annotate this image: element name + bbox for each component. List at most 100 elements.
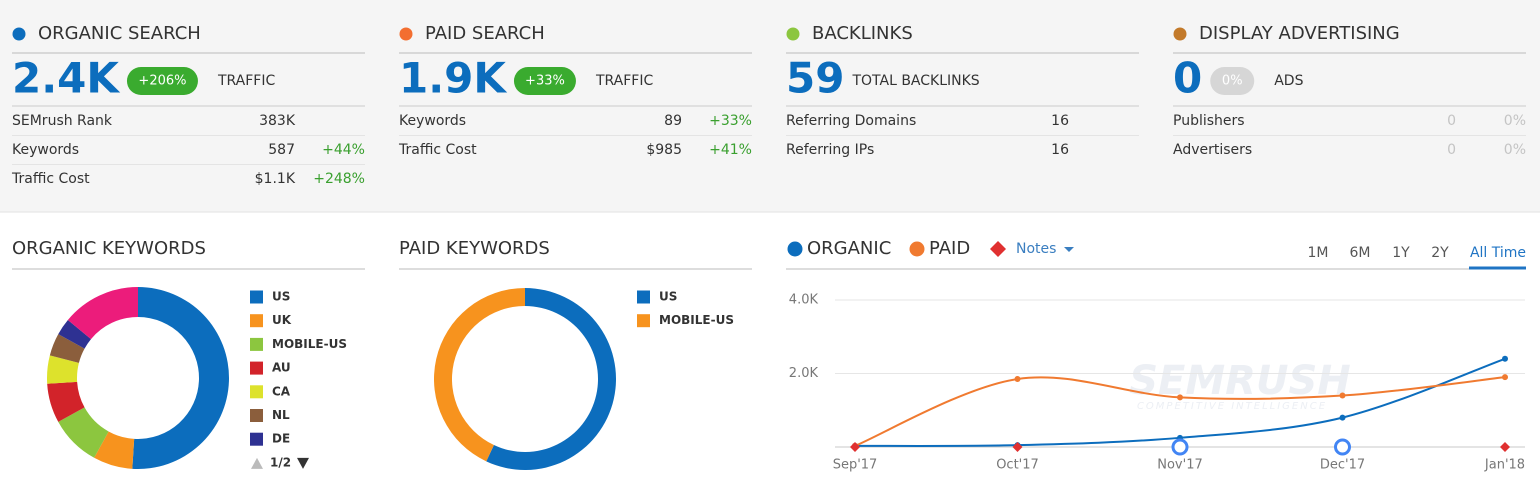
legend-swatch <box>250 409 263 422</box>
row-name: Publishers <box>1173 113 1245 129</box>
x-tick-label: Sep'17 <box>833 458 878 473</box>
panel-dot <box>399 27 413 41</box>
donut-slice <box>47 355 79 384</box>
pager-prev[interactable] <box>251 457 263 469</box>
legend-dot <box>909 241 925 257</box>
row-name: Referring IPs <box>786 142 874 158</box>
y-tick-label: 4.0K <box>789 293 819 308</box>
series-point <box>1502 374 1508 381</box>
notes-caret <box>1064 247 1074 252</box>
row-name: Traffic Cost <box>11 171 90 187</box>
legend-swatch <box>637 314 650 328</box>
row-value: 383K <box>259 113 296 129</box>
legend-swatch <box>250 314 263 328</box>
row-value: 0 <box>1447 142 1456 158</box>
row-value: 0 <box>1447 113 1456 129</box>
note-google[interactable] <box>1334 438 1351 456</box>
legend-label[interactable]: CA <box>272 384 291 398</box>
panel-value: 59 <box>786 54 844 103</box>
watermark-sub: COMPETITIVE INTELLIGENCE <box>1137 401 1327 412</box>
time-range[interactable]: 2Y <box>1431 245 1449 261</box>
pager-next[interactable] <box>297 457 309 469</box>
legend-label[interactable]: DE <box>272 432 290 446</box>
legend-swatch <box>637 290 650 304</box>
donut-slice <box>47 381 85 422</box>
legend-label[interactable]: MOBILE-US <box>272 337 347 351</box>
row-change: 0% <box>1504 113 1526 129</box>
panel-label: TOTAL BACKLINKS <box>851 73 979 89</box>
panel-title: BACKLINKS <box>812 23 913 44</box>
time-range[interactable]: 1Y <box>1392 245 1410 261</box>
row-name: Traffic Cost <box>398 142 477 158</box>
badge-text: +33% <box>525 74 565 89</box>
badge <box>513 67 576 95</box>
note-marker[interactable] <box>1012 442 1023 452</box>
y-tick-label: 2.0K <box>789 366 819 381</box>
x-tick-label: Dec'17 <box>1320 458 1365 473</box>
panel-label: TRAFFIC <box>217 73 276 89</box>
note-marker[interactable] <box>850 442 860 452</box>
badge-text: +206% <box>138 74 186 89</box>
legend-label[interactable]: US <box>272 290 290 304</box>
panel-title: ORGANIC SEARCH <box>38 23 201 44</box>
time-range[interactable]: 1M <box>1308 245 1329 261</box>
legend-swatch <box>250 361 263 375</box>
panel-label: ADS <box>1274 73 1303 89</box>
row-change: +248% <box>313 171 365 187</box>
notes-icon <box>990 241 1006 257</box>
panel-dot <box>786 27 800 41</box>
time-range[interactable]: All Time <box>1470 245 1526 261</box>
badge <box>126 67 198 95</box>
x-tick-label: Oct'17 <box>996 458 1039 473</box>
donut-slice <box>67 287 138 340</box>
legend-swatch <box>250 385 263 399</box>
row-change: +41% <box>709 142 752 158</box>
badge-text: 0% <box>1222 74 1243 89</box>
series-point <box>1339 414 1346 421</box>
legend-label[interactable]: UK <box>272 313 292 327</box>
note-marker[interactable] <box>1500 442 1510 452</box>
series-point <box>1177 394 1183 401</box>
row-value: 89 <box>664 113 682 129</box>
row-value: 587 <box>268 142 295 158</box>
legend-label[interactable]: US <box>659 290 677 304</box>
legend-label[interactable]: ORGANIC <box>807 238 891 259</box>
row-change: +33% <box>709 113 752 129</box>
legend-label[interactable]: AU <box>272 361 291 375</box>
row-name: SEMrush Rank <box>12 113 113 129</box>
chart-title: ORGANIC KEYWORDS <box>12 238 206 259</box>
panel-label: TRAFFIC <box>595 73 654 89</box>
legend-label[interactable]: PAID <box>929 238 970 259</box>
row-name: Advertisers <box>1173 142 1252 158</box>
series-point <box>1502 355 1508 362</box>
row-value: $1.1K <box>255 171 296 187</box>
pager-label: 1/2 <box>270 455 291 469</box>
row-value: 16 <box>1051 142 1069 158</box>
time-range[interactable]: 6M <box>1350 245 1371 261</box>
donut-slice <box>49 334 85 363</box>
notes-toggle[interactable]: Notes <box>1016 241 1056 257</box>
donut-slice <box>94 431 135 469</box>
donut-slice <box>58 319 91 349</box>
panel-title: PAID SEARCH <box>425 23 545 44</box>
row-change: +44% <box>322 142 365 158</box>
panel-dot <box>12 27 26 41</box>
row-name: Keywords <box>12 142 79 158</box>
series-point <box>1339 392 1346 399</box>
panel-dot <box>1173 27 1187 41</box>
note-google[interactable] <box>1171 438 1189 456</box>
legend-label[interactable]: NL <box>272 408 290 422</box>
series-point <box>1014 376 1021 383</box>
x-tick-label: Jan'18 <box>1484 458 1525 473</box>
panel-title: DISPLAY ADVERTISING <box>1199 23 1400 44</box>
row-value: 16 <box>1051 113 1069 129</box>
donut-slice <box>433 288 525 462</box>
legend-swatch <box>250 432 263 446</box>
donut-slice <box>132 287 229 469</box>
donut-slice <box>486 288 616 470</box>
x-tick-label: Nov'17 <box>1157 458 1203 473</box>
legend-dot <box>787 241 803 257</box>
legend-label[interactable]: MOBILE-US <box>659 313 734 327</box>
